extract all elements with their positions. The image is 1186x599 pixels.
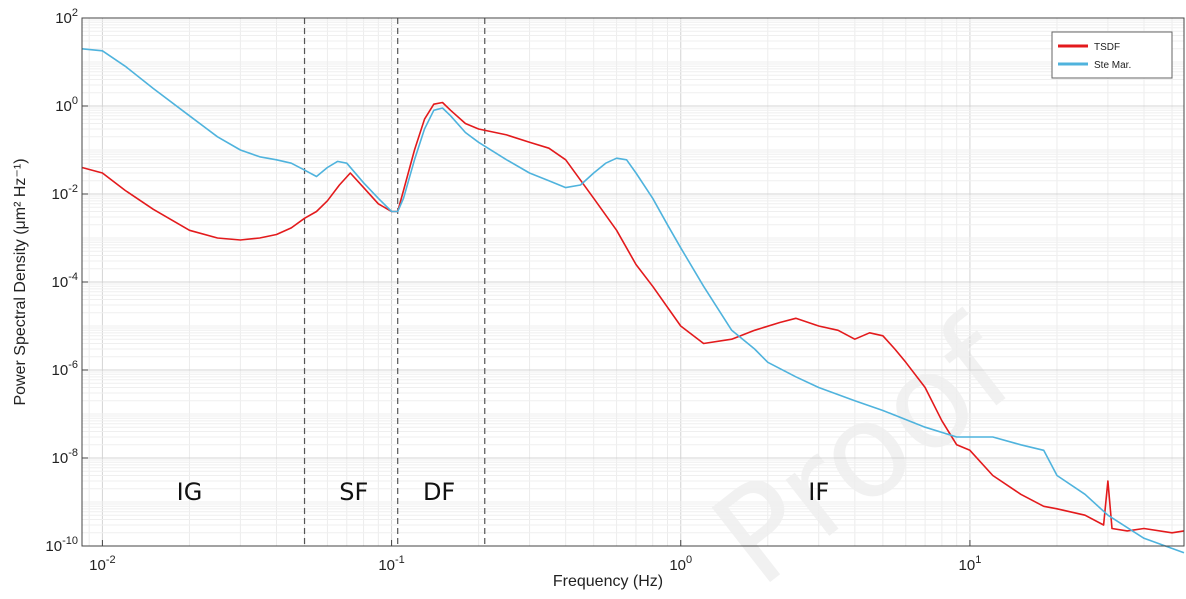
band-label-ig: IG	[177, 478, 203, 506]
x-tick-label: 10-1	[378, 554, 404, 574]
series-lines	[81, 48, 1185, 554]
y-tick-label: 10-8	[52, 447, 78, 467]
y-tick-label: 10-6	[52, 359, 78, 379]
y-axis-label: Power Spectral Density (μm² Hz⁻¹)	[12, 158, 29, 405]
x-tick-label: 100	[669, 554, 692, 574]
y-tick-label: 102	[55, 7, 78, 27]
x-tick-labels: 10-2 10-1 100 101	[89, 540, 981, 574]
x-tick-label: 10-2	[89, 554, 115, 574]
grid	[82, 17, 1184, 547]
y-tick-label: 10-2	[52, 183, 78, 203]
y-tick-label: 10-4	[52, 271, 78, 291]
y-tick-labels: 10-10 10-8 10-6 10-4 10-2 100 102	[45, 7, 88, 555]
band-label-df: DF	[423, 478, 455, 506]
series-line-ste-mar-	[81, 48, 1185, 554]
y-tick-label: 10-10	[45, 535, 78, 555]
legend-label: Ste Mar.	[1094, 60, 1131, 71]
y-tick-label: 100	[55, 95, 78, 115]
band-label-sf: SF	[339, 478, 368, 506]
legend-label: TSDF	[1094, 42, 1120, 53]
band-labels: IG SF DF IF	[177, 478, 830, 506]
band-label-if: IF	[808, 478, 829, 506]
legend: TSDF Ste Mar.	[1051, 31, 1173, 79]
series-line-tsdf	[81, 101, 1185, 534]
band-dividers	[303, 18, 486, 546]
x-tick-label: 101	[959, 554, 982, 574]
legend-box	[1051, 31, 1173, 79]
x-axis-label: Frequency (Hz)	[553, 573, 663, 590]
